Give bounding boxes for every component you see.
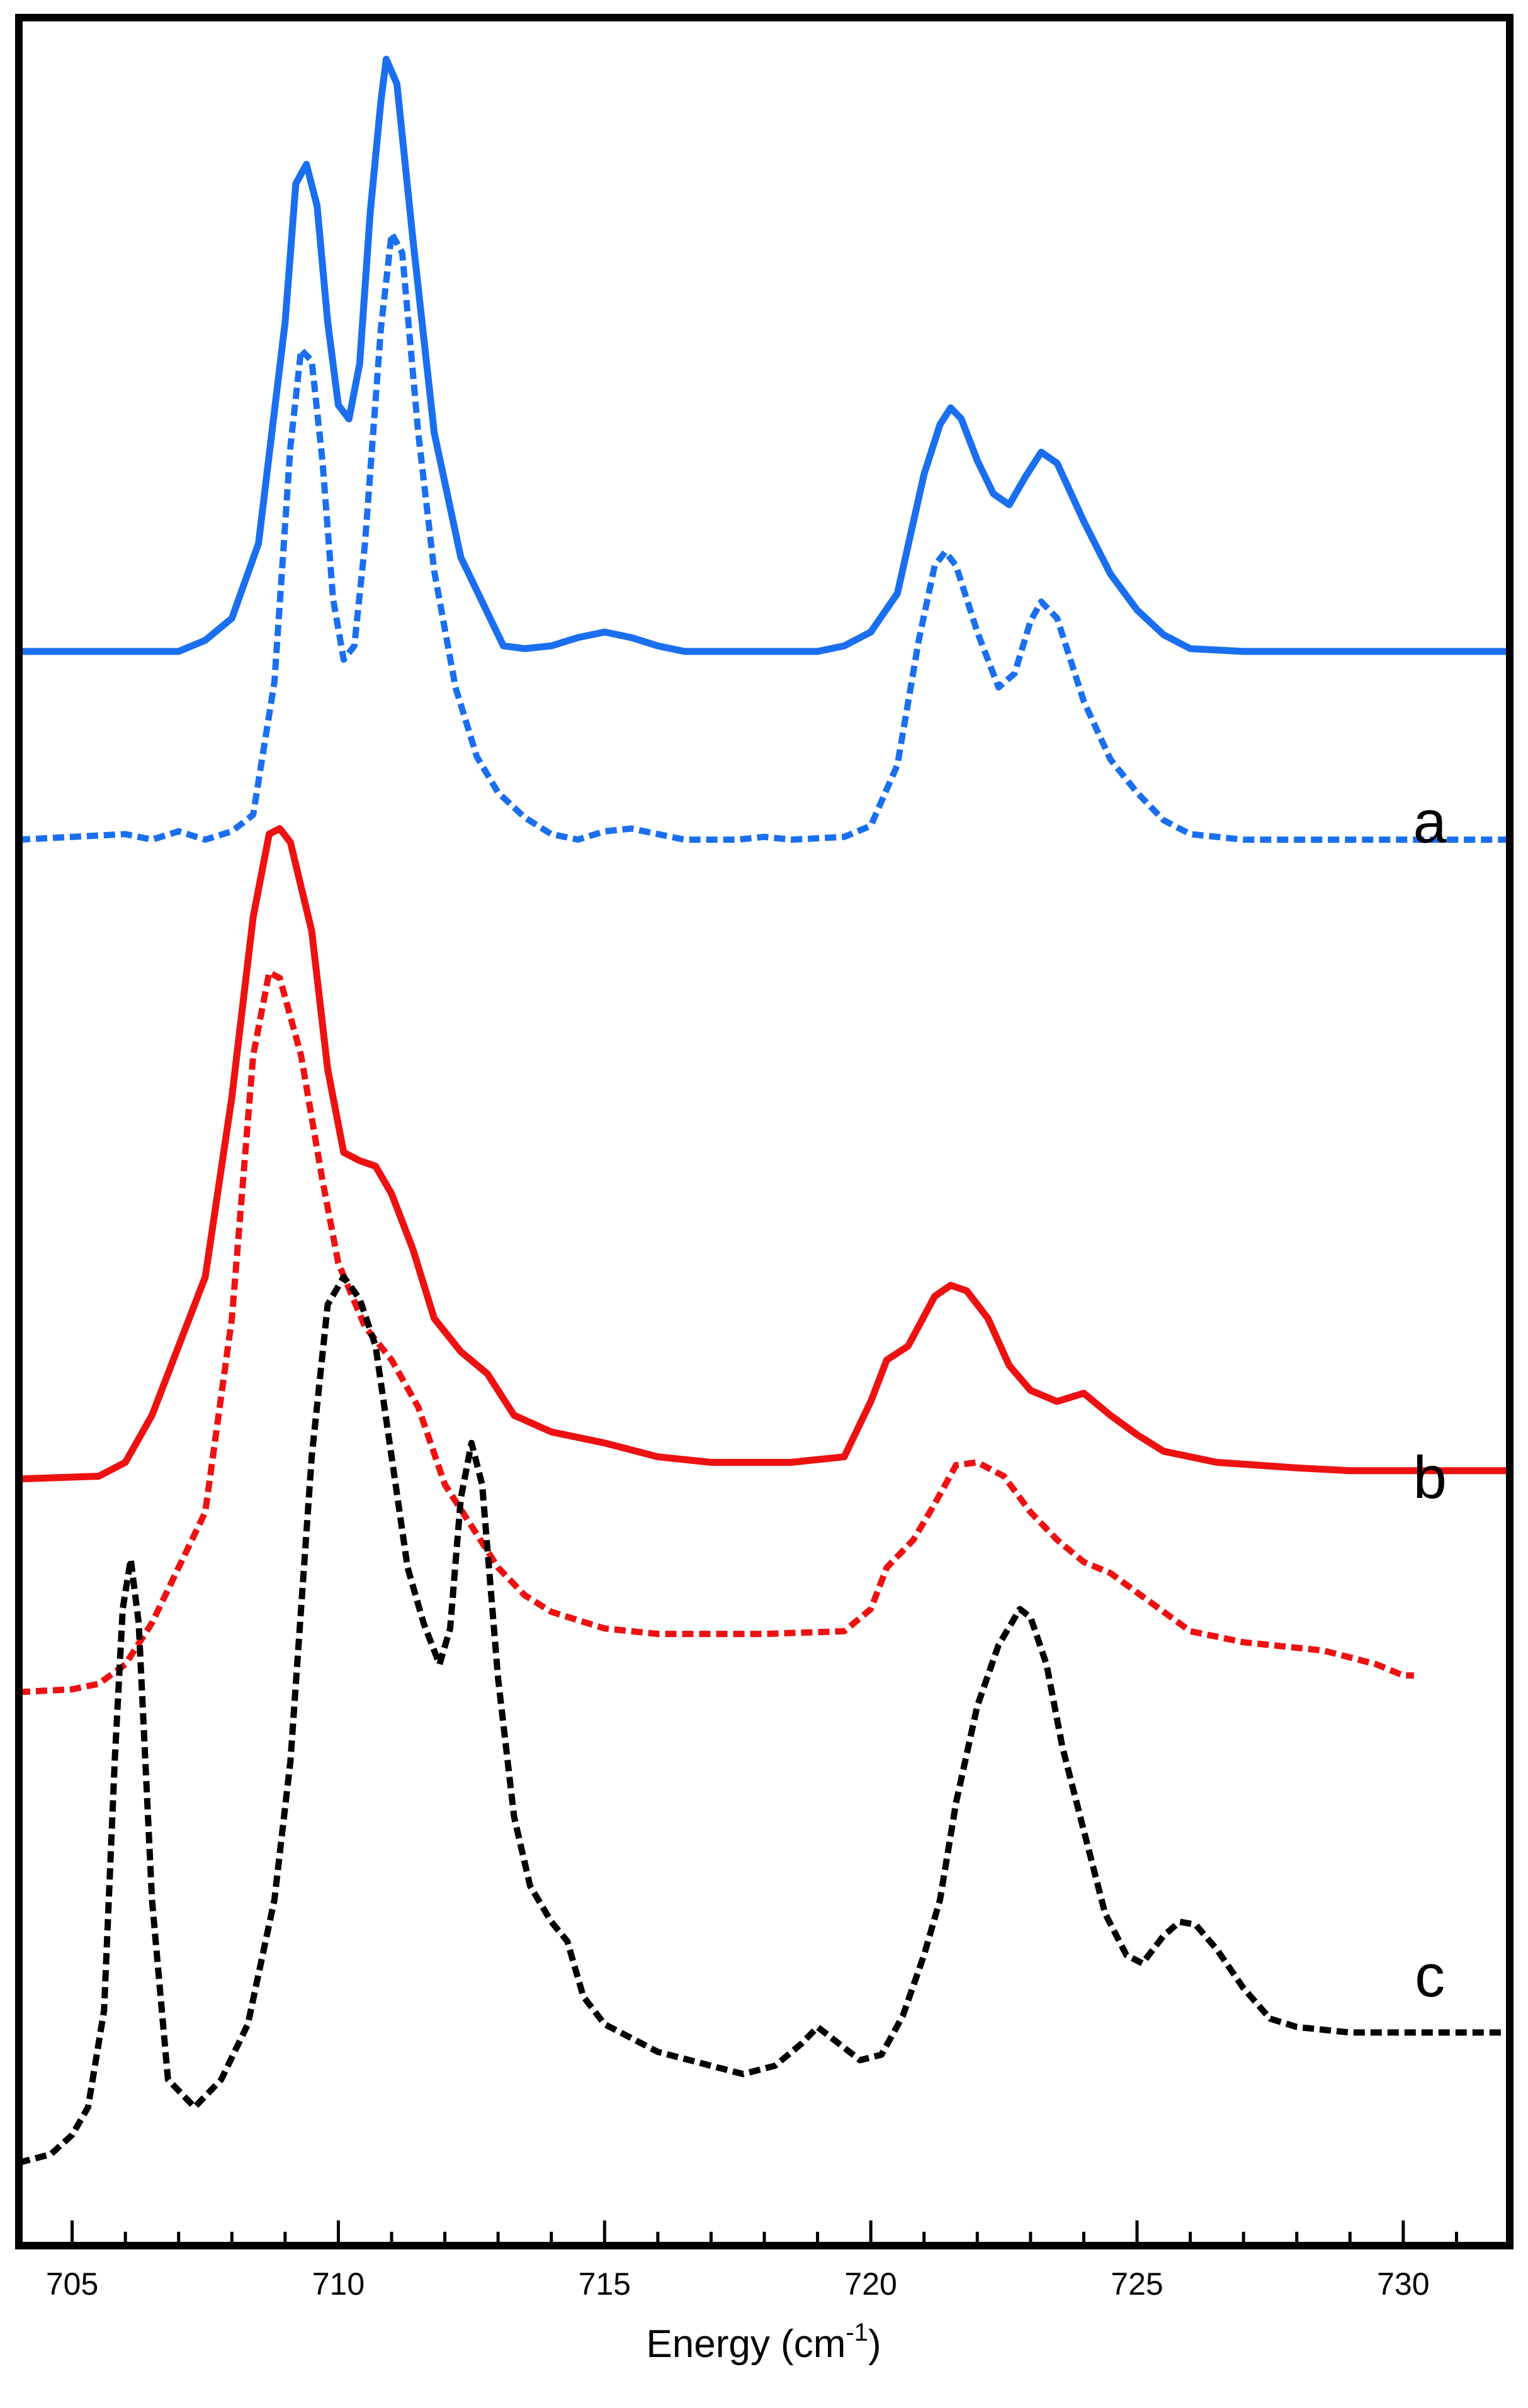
series-layer bbox=[18, 55, 1510, 2166]
series-blue-solid-line bbox=[19, 55, 1510, 655]
panel-label-a: a bbox=[1413, 788, 1447, 855]
plot-frame bbox=[15, 14, 1514, 2249]
panel-label-b: b bbox=[1413, 1444, 1446, 1512]
panel-label-c: c bbox=[1415, 1942, 1445, 2010]
panel-label-layer: a b c bbox=[1413, 788, 1447, 2010]
x-tick-label: 725 bbox=[1111, 2266, 1163, 2302]
x-tick-label: 705 bbox=[46, 2266, 98, 2302]
x-tick-label: 715 bbox=[579, 2266, 631, 2302]
x-axis: 705 710 715 720 725 730 bbox=[17, 2220, 1512, 2302]
series-red-solid-line bbox=[18, 825, 1510, 1483]
x-tick-label: 720 bbox=[844, 2266, 897, 2302]
x-axis-title: Energy (cm-1) bbox=[646, 2319, 881, 2366]
series-black-dashed-line bbox=[18, 1273, 1510, 2166]
series-red-dashed-line bbox=[18, 969, 1414, 1696]
series-blue-dashed-line bbox=[18, 230, 1510, 843]
x-tick-label: 710 bbox=[312, 2266, 365, 2302]
x-tick-label: 730 bbox=[1377, 2266, 1429, 2302]
